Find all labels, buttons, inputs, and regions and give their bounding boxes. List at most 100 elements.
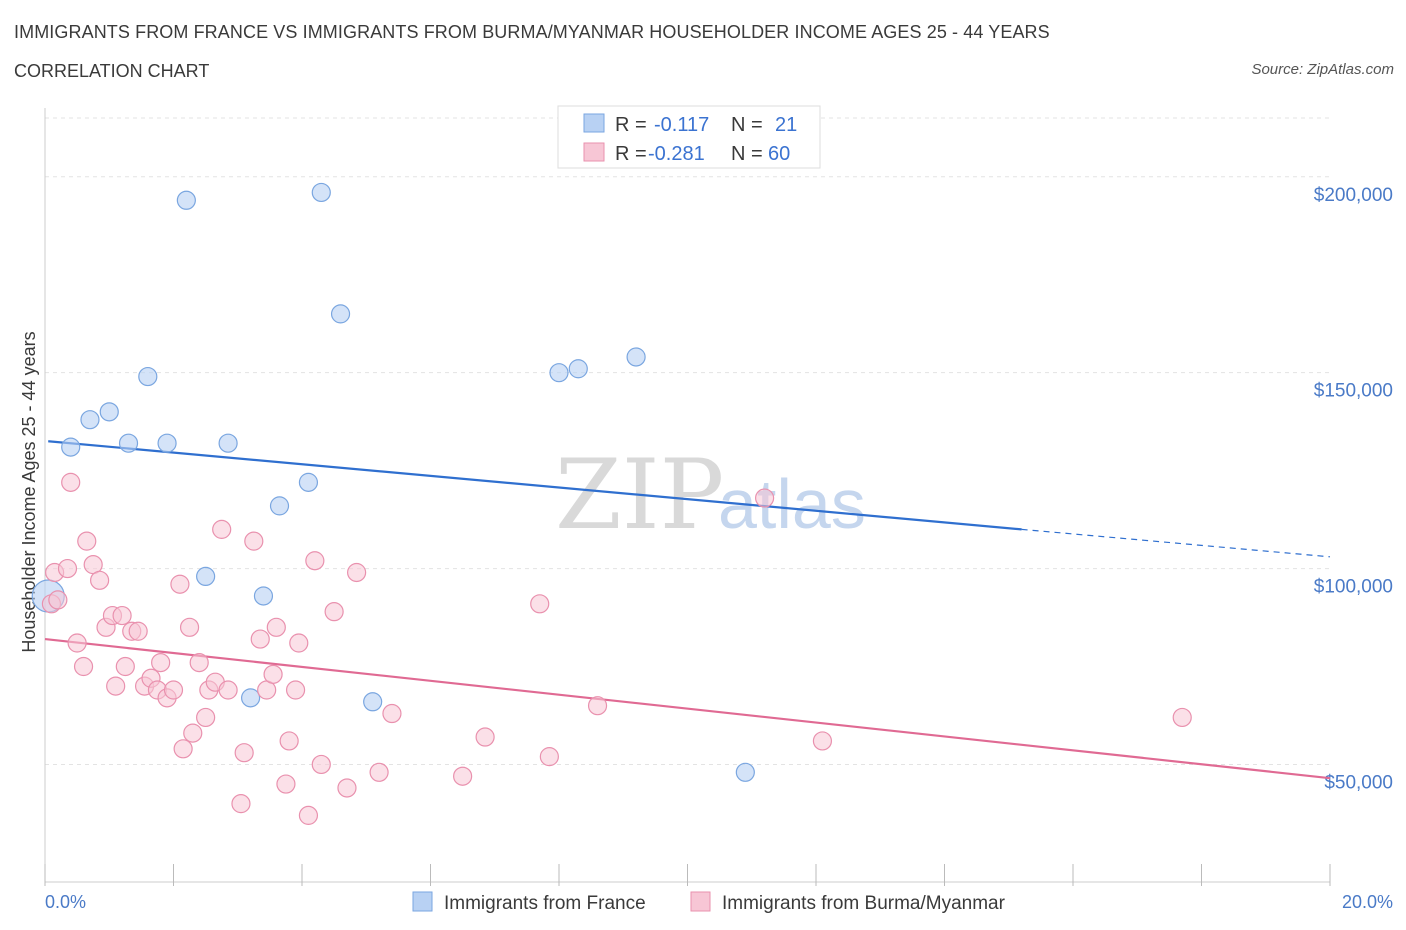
france-r-label: R = [615, 114, 647, 136]
france-point [80, 410, 100, 430]
burma-point [218, 680, 238, 700]
burma-point [57, 558, 78, 579]
burma-point [263, 664, 283, 684]
burma-r-value: -0.281 [648, 143, 705, 165]
bottom-burma-label: Immigrants from Burma/Myanmar [722, 893, 1006, 914]
chart-title: IMMIGRANTS FROM FRANCE VS IMMIGRANTS FRO… [14, 22, 1050, 42]
series-legend: Immigrants from France Immigrants from B… [412, 891, 1006, 914]
france-r-value: -0.117 [654, 114, 709, 136]
france-trend-extension [1021, 528, 1331, 558]
france-n-label: N = [731, 114, 763, 136]
france-point [568, 359, 588, 379]
axes [44, 108, 1331, 886]
burma-point [173, 739, 193, 759]
burma-point [475, 727, 495, 747]
x-tick-label-max: 20.0% [1342, 892, 1393, 912]
burma-point [106, 676, 126, 696]
france-point [241, 688, 261, 708]
france-point [363, 692, 383, 712]
burma-point [250, 629, 270, 649]
burma-point [183, 723, 203, 743]
france-n-value: 21 [775, 114, 797, 136]
burma-point [115, 656, 135, 677]
burma-legend-swatch [583, 142, 605, 162]
burma-point [305, 551, 325, 571]
burma-point [189, 652, 209, 673]
y-tick-label: $50,000 [1324, 772, 1393, 793]
france-trend-line [48, 440, 1022, 531]
burma-point [453, 766, 473, 786]
burma-point [279, 731, 299, 751]
y-tick-label: $200,000 [1314, 185, 1393, 206]
y-axis-label: Householder Income Ages 25 - 44 years [19, 331, 39, 652]
burma-point [234, 743, 254, 763]
france-point [157, 433, 177, 453]
chart-subtitle: CORRELATION CHART [14, 61, 210, 81]
burma-point [311, 754, 331, 775]
burma-point [61, 472, 81, 492]
burma-point [196, 707, 216, 728]
y-tick-label: $150,000 [1314, 381, 1393, 402]
france-point [61, 437, 81, 457]
france-point [253, 586, 274, 606]
france-point [99, 402, 119, 422]
burma-point [266, 617, 286, 637]
france-point [269, 496, 290, 516]
france-point [196, 566, 216, 587]
burma-point [90, 570, 110, 590]
burma-point [539, 747, 559, 767]
burma-point [67, 633, 87, 653]
burma-points [41, 472, 1192, 825]
bottom-burma-swatch [690, 891, 711, 912]
stats-legend: R = -0.117 N = 21 R = -0.281 N = 60 [557, 105, 821, 169]
burma-point [812, 731, 833, 751]
france-point [330, 304, 351, 324]
burma-point [170, 574, 190, 594]
burma-point [212, 519, 232, 539]
burma-point [244, 531, 264, 551]
france-point [626, 347, 646, 367]
y-tick-label: $100,000 [1314, 577, 1393, 598]
burma-point [77, 531, 97, 551]
burma-point [276, 774, 296, 794]
burma-point [324, 602, 344, 622]
burma-n-label: N = [731, 143, 763, 165]
burma-point [289, 633, 309, 653]
burma-point [530, 594, 550, 614]
y-tick-labels: $50,000 $100,000 $150,000 $200,000 [1314, 185, 1393, 794]
france-point [176, 190, 196, 210]
france-point [298, 472, 319, 492]
france-point [311, 182, 331, 203]
burma-point [231, 794, 251, 814]
france-point [549, 363, 569, 383]
trend-lines [44, 440, 1331, 780]
burma-point [163, 680, 184, 700]
burma-point [1172, 707, 1192, 728]
france-point [218, 433, 238, 453]
burma-point [298, 805, 319, 825]
burma-point [128, 621, 148, 641]
bottom-france-label: Immigrants from France [444, 893, 646, 914]
burma-trend-line [44, 637, 1331, 780]
burma-point [179, 617, 200, 637]
burma-point [73, 656, 94, 677]
burma-point [151, 652, 171, 673]
france-point [735, 762, 755, 782]
france-legend-swatch [583, 113, 605, 133]
burma-point [369, 762, 389, 782]
france-point [138, 366, 158, 387]
burma-point [382, 703, 402, 724]
burma-point [337, 778, 357, 798]
x-tick-label-min: 0.0% [45, 892, 86, 912]
burma-r-label: R = [615, 143, 647, 165]
burma-point [754, 488, 775, 508]
burma-n-value: 60 [768, 143, 790, 165]
burma-point [347, 562, 367, 583]
burma-point [285, 680, 306, 700]
burma-point [112, 605, 132, 626]
burma-point [587, 696, 608, 716]
burma-point [48, 590, 68, 610]
bottom-france-swatch [412, 891, 433, 912]
france-point [118, 433, 139, 453]
